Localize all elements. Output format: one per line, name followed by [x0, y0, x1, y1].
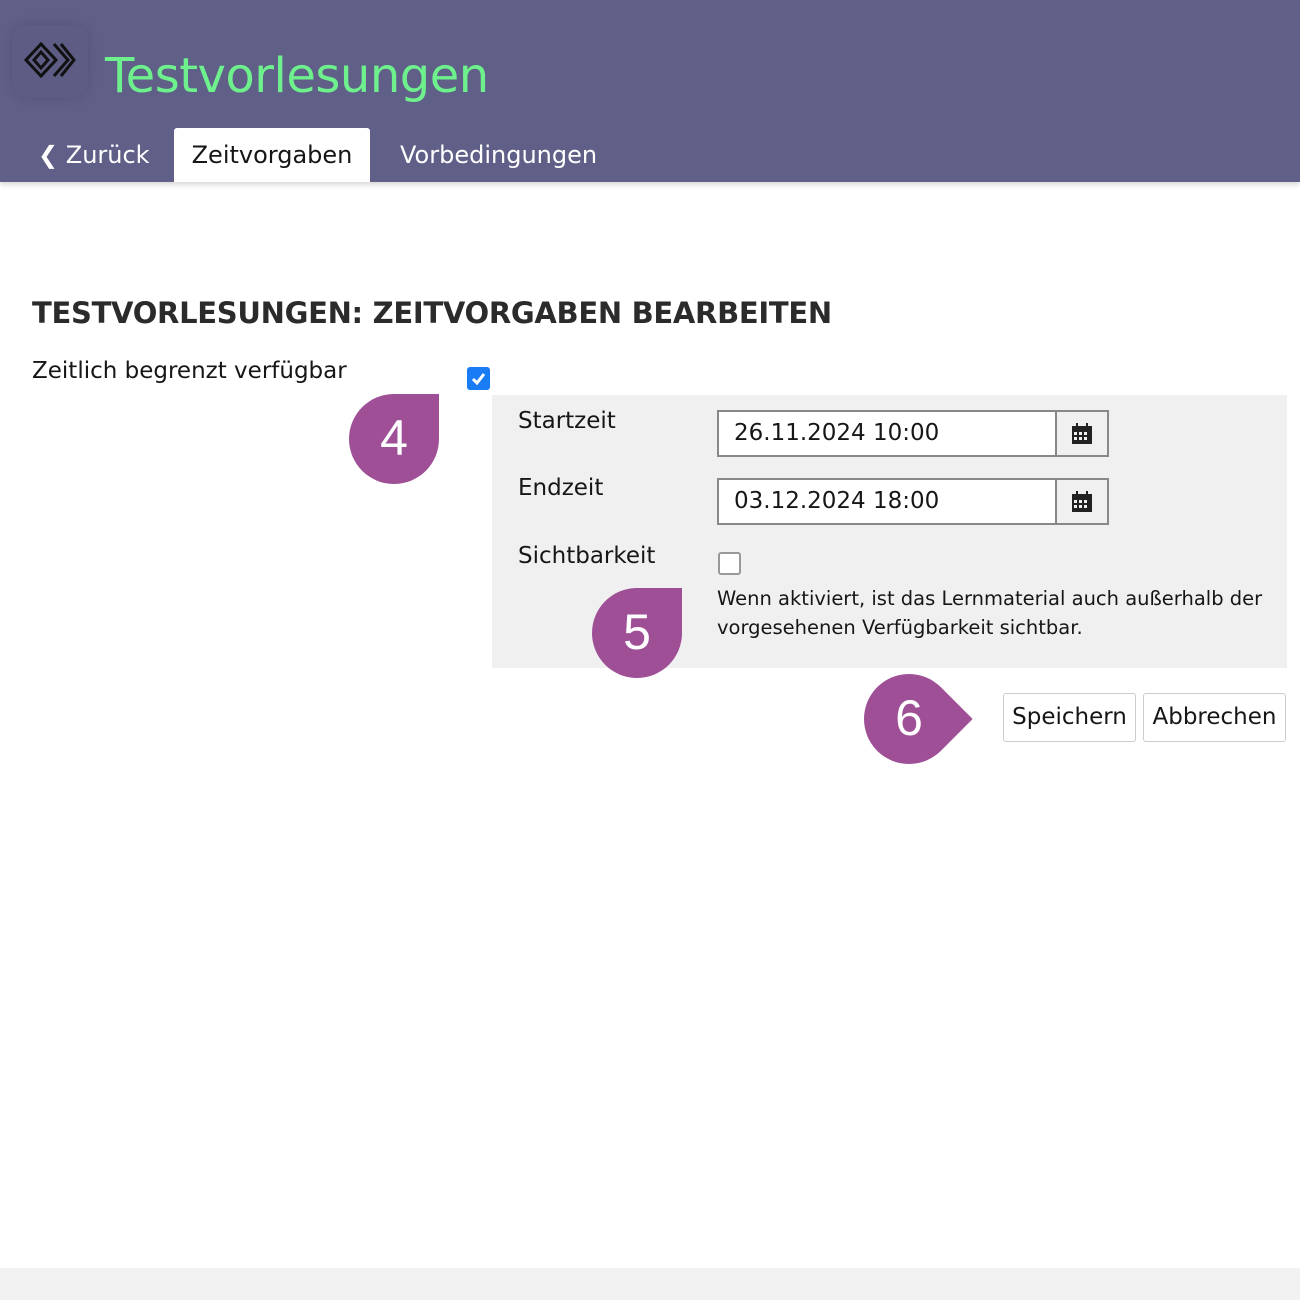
marker-5-label: 5: [623, 604, 651, 660]
footer: [0, 1268, 1300, 1300]
limited-checkbox[interactable]: [467, 367, 490, 390]
end-value: 03.12.2024 18:00: [734, 488, 940, 514]
tab-vorbedingungen[interactable]: Vorbedingungen: [400, 141, 598, 169]
marker-4: [349, 394, 439, 484]
marker-4-label: 4: [380, 410, 408, 466]
app-logo[interactable]: [12, 25, 88, 97]
marker-6-label: 6: [895, 690, 923, 746]
visibility-help: Wenn aktiviert, ist das Lernmaterial auc…: [717, 587, 1263, 639]
save-button[interactable]: Speichern: [1003, 693, 1136, 742]
start-label: Startzeit: [518, 408, 616, 434]
end-label: Endzeit: [518, 475, 604, 501]
visibility-label: Sichtbarkeit: [518, 543, 656, 569]
visibility-checkbox[interactable]: [718, 552, 741, 575]
header: Testvorlesungen ❮ Zurück Zeitvorgaben Vo…: [0, 0, 1300, 182]
calendar-icon[interactable]: [1055, 412, 1107, 455]
app-title: Testvorlesungen: [105, 48, 489, 104]
cancel-button[interactable]: Abbrechen: [1143, 693, 1286, 742]
tab-zeitvorgaben[interactable]: Zeitvorgaben: [174, 128, 370, 182]
start-value: 26.11.2024 10:00: [734, 420, 940, 446]
start-input[interactable]: 26.11.2024 10:00: [717, 410, 1109, 457]
end-input[interactable]: 03.12.2024 18:00: [717, 478, 1109, 525]
tab-back-label: Zurück: [65, 141, 150, 169]
tab-back[interactable]: ❮ Zurück: [38, 128, 150, 182]
calendar-icon[interactable]: [1055, 480, 1107, 523]
marker-5: [592, 588, 682, 678]
check-icon: [471, 373, 486, 386]
chevron-left-icon: ❮: [38, 141, 59, 169]
page-title: TESTVORLESUNGEN: ZEITVORGABEN BEARBEITEN: [32, 296, 832, 330]
logo-icon: [24, 41, 76, 79]
limited-label: Zeitlich begrenzt verfügbar: [32, 358, 347, 384]
